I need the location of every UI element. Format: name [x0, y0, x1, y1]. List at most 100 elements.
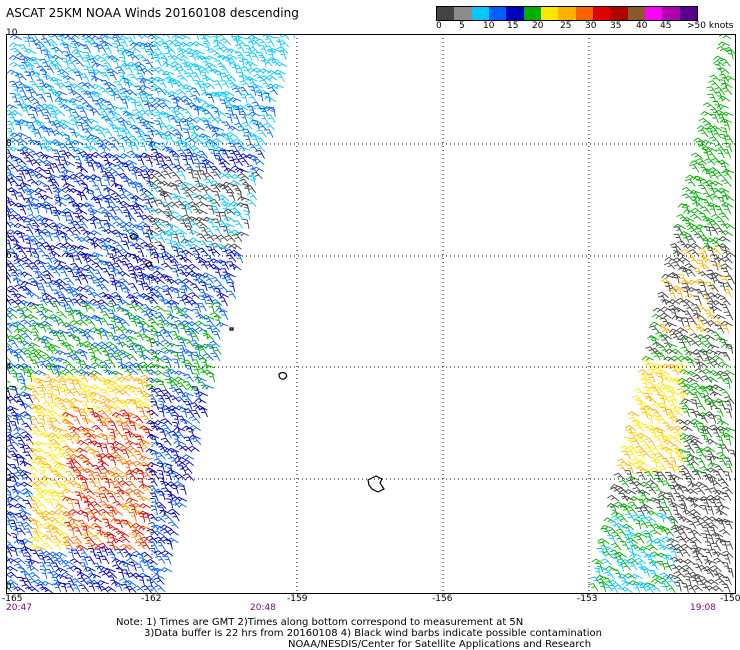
wind-barb [101, 65, 112, 75]
wind-barb [45, 365, 55, 375]
wind-barb [24, 71, 34, 81]
wind-barb [112, 248, 123, 257]
wind-barb [8, 268, 19, 277]
wind-barb [242, 183, 251, 194]
wind-barb [48, 346, 60, 355]
wind-barb [23, 157, 34, 166]
wind-barb [661, 457, 672, 466]
wind-barb [124, 311, 137, 319]
wind-barb [32, 38, 45, 47]
wind-barb [691, 443, 702, 452]
wind-barb [68, 188, 82, 194]
wind-barb [688, 571, 701, 579]
wind-barb [125, 552, 138, 558]
wind-barb [99, 472, 110, 482]
wind-barb [170, 303, 180, 312]
wind-barb [180, 155, 189, 166]
wind-barb [694, 368, 707, 375]
wind-barb [80, 253, 88, 264]
wind-barb [113, 80, 124, 90]
wind-barb [656, 506, 667, 515]
wind-barb [124, 81, 137, 88]
wind-barb [719, 118, 733, 124]
wind-barb [85, 471, 96, 480]
wind-barb [76, 215, 89, 222]
wind-barb [83, 252, 96, 259]
wind-barb [675, 558, 688, 565]
wind-barb [117, 489, 130, 496]
wind-barb [25, 371, 33, 382]
wind-barb [717, 220, 728, 229]
wind-barb [72, 59, 84, 67]
wind-barb [721, 171, 732, 180]
wind-barb [6, 366, 18, 375]
wind-barb [113, 492, 125, 501]
wind-barb [708, 548, 720, 557]
wind-barb [13, 481, 26, 488]
wind-barb [671, 505, 679, 517]
wind-barb [90, 398, 103, 404]
wind-barb [197, 80, 208, 89]
wind-barb [100, 171, 110, 180]
wind-barb [709, 74, 721, 82]
wind-barb [34, 369, 47, 376]
wind-barb [264, 45, 275, 54]
wind-barb [197, 381, 208, 390]
wind-barb [103, 567, 116, 574]
wind-barb [42, 270, 54, 278]
wind-barb [125, 335, 138, 341]
wind-barb [713, 256, 727, 263]
wind-barb [121, 233, 130, 243]
wind-barb [28, 304, 41, 313]
wind-barb [62, 160, 76, 167]
wind-barb [706, 521, 719, 530]
wind-barb [30, 484, 40, 494]
wind-barb [119, 402, 130, 411]
wind-barb [40, 315, 54, 321]
wind-barb [239, 113, 248, 124]
wind-barb [177, 232, 187, 243]
wind-barb [641, 360, 652, 369]
wind-barb [661, 536, 674, 543]
wind-barb [248, 85, 257, 96]
wind-barb [139, 257, 152, 264]
wind-barb [698, 143, 711, 151]
wind-barb [711, 355, 724, 362]
wind-barb [6, 484, 11, 489]
wind-barb [225, 113, 233, 124]
wind-barb [62, 226, 74, 235]
wind-barb [625, 537, 638, 544]
wind-barb [55, 291, 67, 300]
wind-barb [13, 495, 26, 502]
wind-barb [55, 222, 68, 229]
wind-barb [147, 168, 160, 174]
wind-barb [211, 225, 222, 235]
wind-barb [231, 233, 243, 243]
wind-barb [696, 361, 709, 368]
wind-barb [131, 195, 144, 201]
wind-barb [589, 576, 601, 585]
wind-barb [650, 347, 662, 356]
wind-barb [12, 277, 25, 284]
lon-label-165w: -165 [2, 594, 23, 604]
wind-barb [201, 384, 215, 390]
wind-barb [79, 73, 90, 82]
wind-barb [89, 108, 101, 116]
wind-barb [234, 254, 244, 264]
wind-barb [633, 519, 642, 530]
wind-barb [53, 109, 66, 117]
wind-barb [702, 394, 714, 403]
wind-barb [183, 400, 193, 410]
wind-barb [9, 92, 18, 103]
wind-barb [96, 97, 109, 104]
wind-barb [140, 585, 152, 593]
wind-barb [131, 65, 140, 75]
wind-barb [6, 571, 19, 579]
wind-barb [715, 538, 728, 544]
wind-barb [706, 467, 719, 473]
wind-barb [632, 395, 644, 403]
wind-barb [118, 172, 130, 181]
wind-barb [21, 583, 33, 592]
wind-barb [58, 301, 67, 312]
wind-barb [9, 146, 22, 152]
